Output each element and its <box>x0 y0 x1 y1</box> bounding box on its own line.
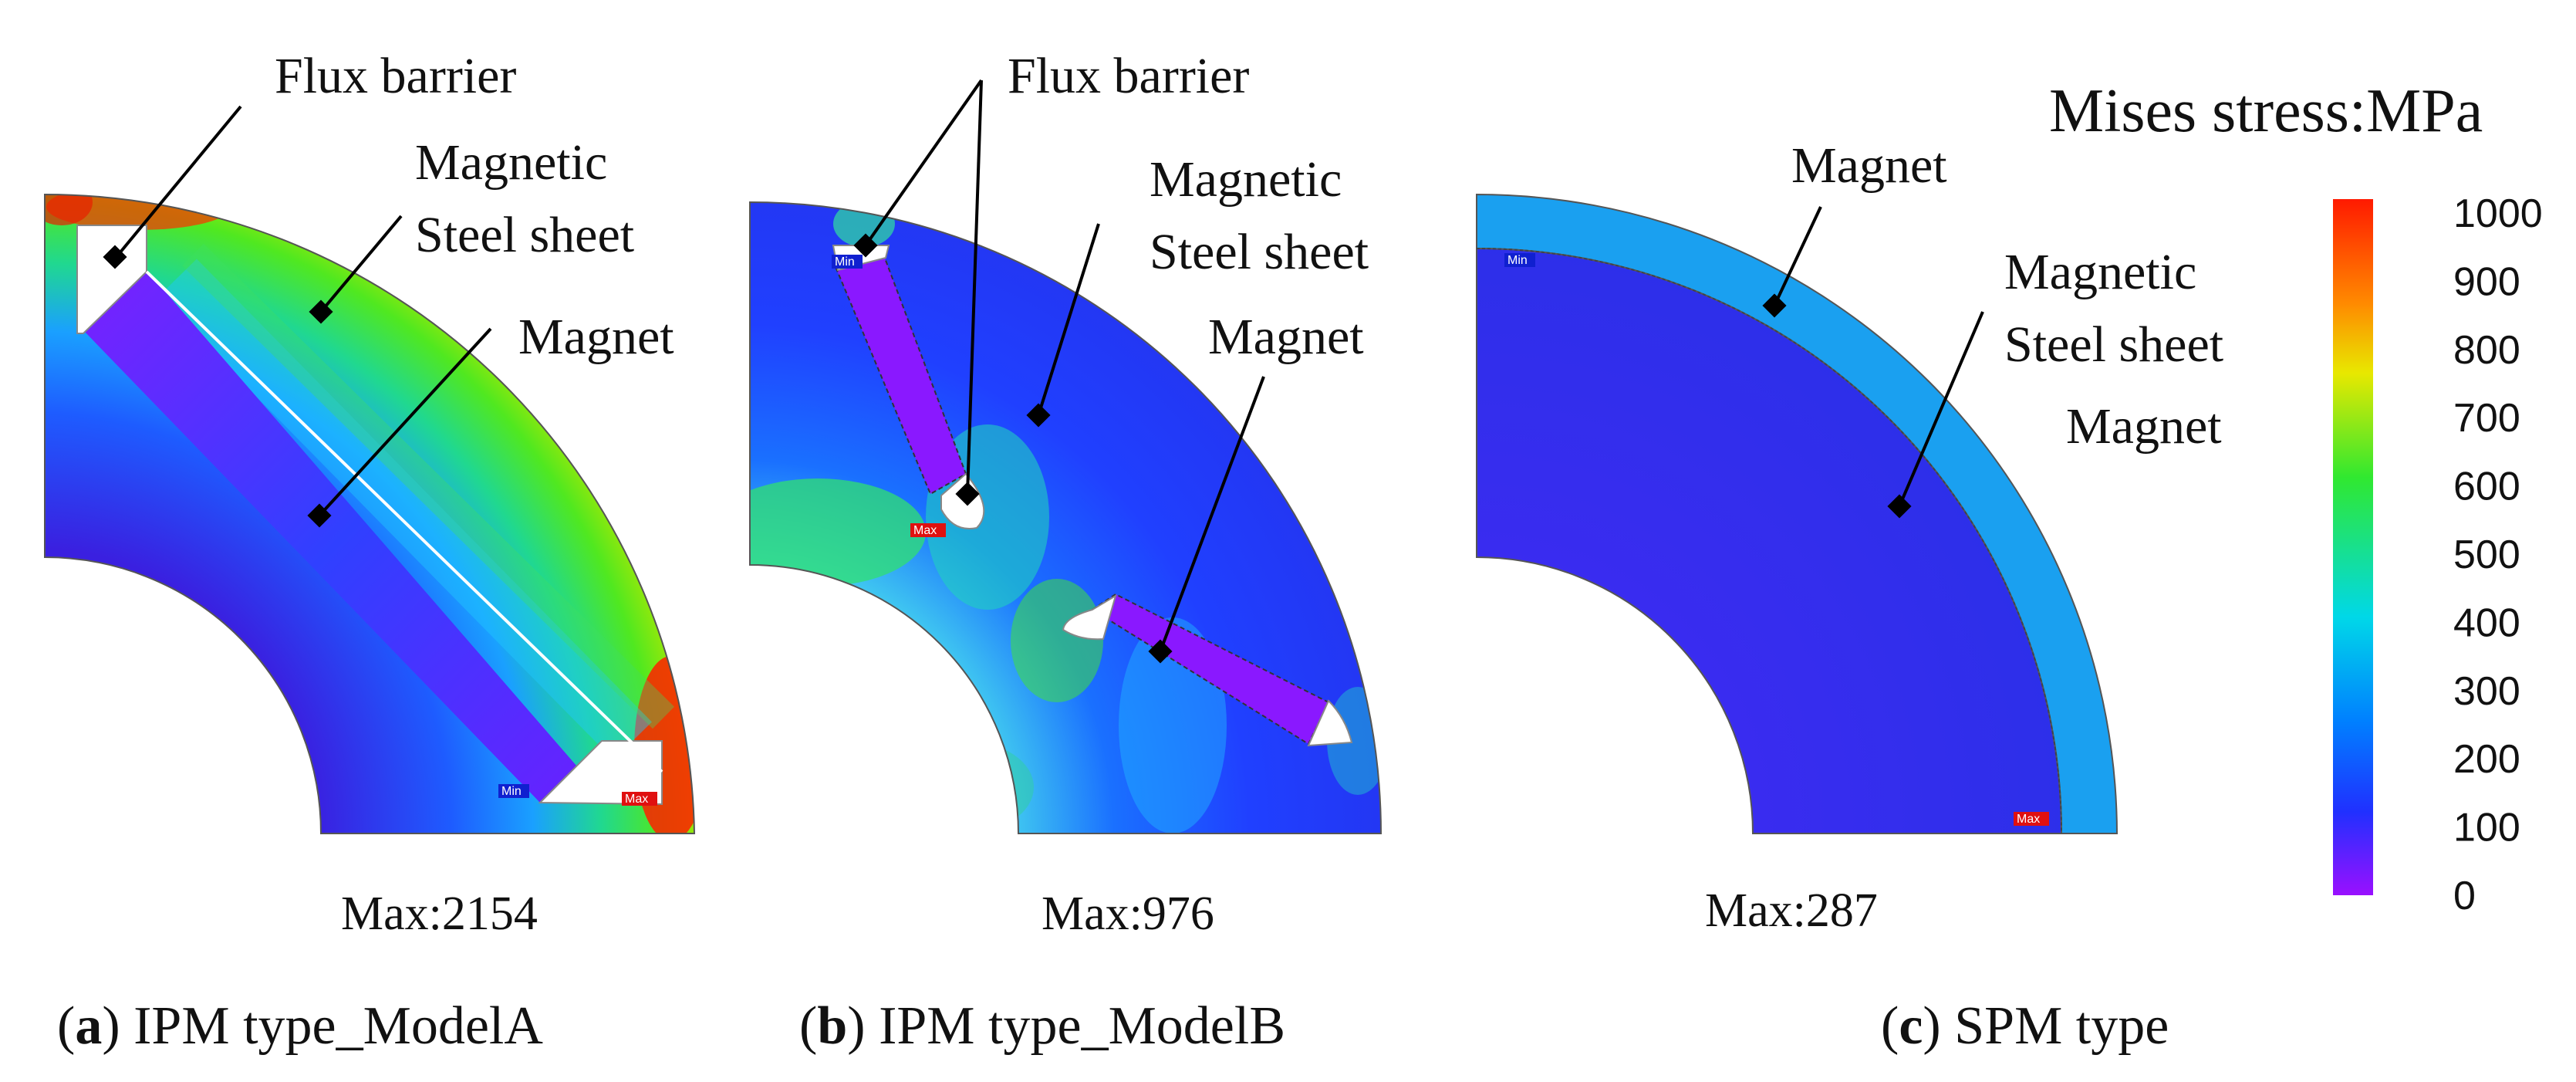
colorbar-tick-label: 0 <box>2453 874 2476 918</box>
svg-text:Max: Max <box>2017 813 2040 826</box>
label-magnet-c: Magnet <box>1791 137 1947 194</box>
colorbar-tick-label: 200 <box>2453 737 2520 782</box>
colorbar: Mises stress:MPa 10009008007006005004003… <box>2049 77 2543 918</box>
caption-b: (b) IPM type_ModelB <box>799 996 1285 1056</box>
colorbar-gradient <box>2333 199 2373 895</box>
colorbar-tick-label: 800 <box>2453 328 2520 373</box>
magnet-a <box>85 270 602 803</box>
label-magnet-a: Magnet <box>518 309 674 365</box>
svg-text:Min: Min <box>835 255 855 269</box>
colorbar-tick-label: 700 <box>2453 396 2520 441</box>
flux-barrier-b-2 <box>940 472 985 529</box>
label-magnetic-a: Magnetic <box>415 134 607 191</box>
colorbar-tick-label: 500 <box>2453 533 2520 577</box>
colorbar-title: Mises stress:MPa <box>2049 77 2483 145</box>
stress-field-a <box>44 193 696 834</box>
svg-text:Max: Max <box>625 793 648 806</box>
colorbar-tick-label: 300 <box>2453 669 2520 714</box>
min-tag-a: Min <box>498 784 529 798</box>
label-steel-sheet-c: Steel sheet <box>2004 316 2223 373</box>
svg-text:Max: Max <box>913 524 937 537</box>
colorbar-tick-label: 900 <box>2453 259 2520 304</box>
colorbar-tick-label: 600 <box>2453 465 2520 509</box>
max-tag-c: Max <box>2014 812 2049 826</box>
max-caption-a: Max:2154 <box>341 888 538 940</box>
label-magnet-b: Magnet <box>1208 309 1364 365</box>
label-magnet-c-2: Magnet <box>2066 398 2222 455</box>
colorbar-tick-label: 100 <box>2453 806 2520 850</box>
panel-c: Min Max Magnet Magnetic Steel sheet Magn… <box>1476 137 2223 1056</box>
stress-field-b <box>749 201 1383 834</box>
label-magnetic-c: Magnetic <box>2004 244 2196 300</box>
max-caption-c: Max:287 <box>1705 884 1878 937</box>
svg-text:Min: Min <box>501 785 522 798</box>
max-tag-a: Max <box>622 792 657 806</box>
colorbar-tick-label: 400 <box>2453 600 2520 645</box>
flux-barrier-a-bottom <box>538 740 663 806</box>
label-steel-sheet-a: Steel sheet <box>415 207 634 263</box>
label-flux-barrier-b: Flux barrier <box>1008 48 1249 104</box>
label-magnetic-b: Magnetic <box>1150 151 1342 208</box>
colorbar-tick-label: 1000 <box>2453 191 2543 236</box>
flux-barrier-b-4 <box>1307 699 1353 747</box>
flux-barrier-a-top <box>76 225 147 334</box>
panel-b: Min Max Flux barrier Magnetic Steel shee… <box>749 48 1383 1056</box>
max-tag-b: Max <box>910 523 946 537</box>
label-steel-sheet-b: Steel sheet <box>1150 224 1369 280</box>
panel-a: Min Max Flux barrier Magnetic Steel shee… <box>44 48 696 1056</box>
caption-a: (a) IPM type_ModelA <box>57 996 543 1056</box>
svg-text:Min: Min <box>1507 254 1528 267</box>
max-caption-b: Max:976 <box>1042 888 1214 940</box>
flux-barrier-b-3 <box>1062 593 1117 641</box>
min-tag-c: Min <box>1504 253 1535 267</box>
caption-c: (c) SPM type <box>1881 996 2169 1056</box>
min-tag-b: Min <box>832 255 863 269</box>
label-flux-barrier-a: Flux barrier <box>275 48 516 104</box>
